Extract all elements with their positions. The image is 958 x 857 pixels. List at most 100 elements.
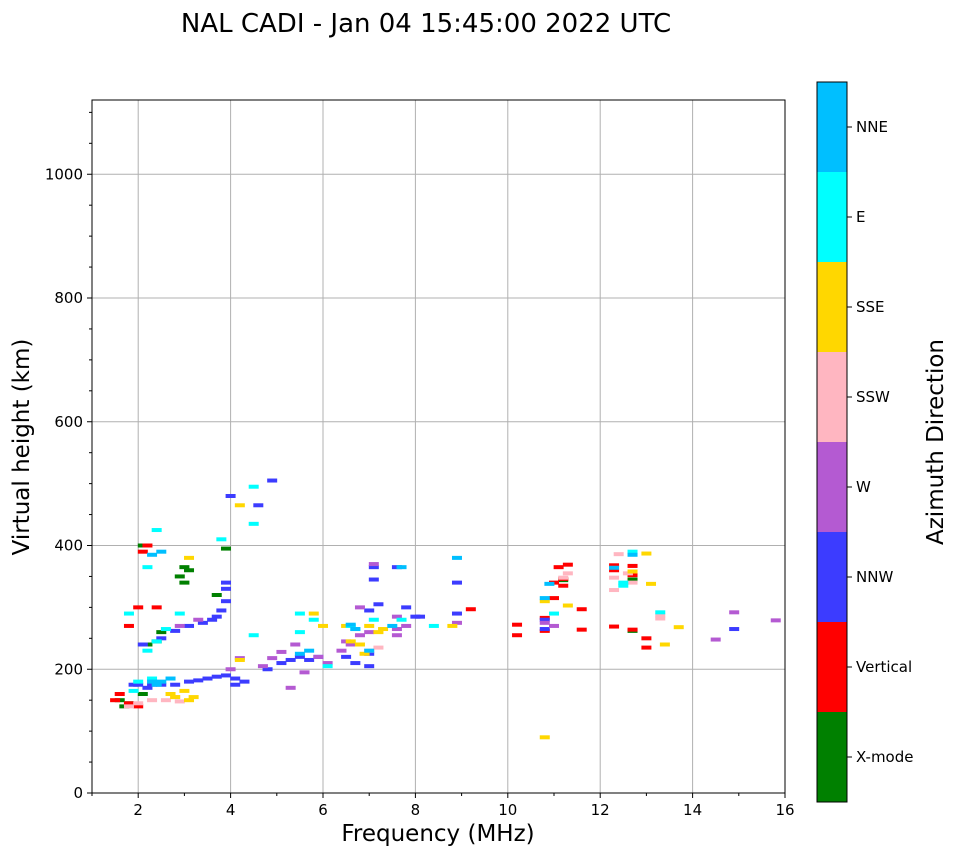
data-point-ssw [373,645,384,650]
data-point-sse [447,623,458,628]
chart-title: NAL CADI - Jan 04 15:45:00 2022 UTC [181,9,671,39]
data-point-e [618,580,629,585]
x-tick-label: 14 [683,801,702,819]
data-point-vertical [123,701,134,706]
data-point-w [368,562,379,567]
data-point-w [322,661,333,666]
data-point-sse [354,642,365,647]
data-point-x-mode [179,565,190,570]
data-point-e [151,528,162,533]
data-point-nnw [184,679,195,684]
data-point-nnw [253,503,264,508]
data-point-w [276,649,287,654]
data-point-nne [345,622,356,627]
data-point-nnw [170,628,181,633]
x-tick-label: 2 [133,801,143,819]
data-point-e [248,484,259,489]
data-point-vertical [512,633,523,638]
data-point-w [257,664,268,669]
data-point-ssw [609,575,620,580]
data-point-w [313,654,324,659]
data-point-e [549,611,559,616]
x-axis-ticks: 2 4 6 8 10 12 14 16 [91,793,795,819]
data-point-w [345,642,356,647]
plot-frame [91,99,786,794]
data-point-nne [364,648,375,653]
data-point-x-mode [184,568,195,573]
data-point-e [308,617,319,622]
data-point-e [248,521,259,526]
data-point-e [294,611,305,616]
data-point-x-mode [137,692,148,696]
data-point-e [368,617,379,622]
y-tick-label: 600 [54,413,83,431]
data-point-nne [156,549,167,554]
colorbar-segment [817,442,847,532]
data-point-nne [544,581,555,586]
grid [92,100,786,794]
data-point-vertical [465,607,476,612]
data-point-sse [318,623,328,628]
data-point-nnw [350,661,361,666]
data-point-nnw [239,679,250,684]
data-point-sse [184,698,195,703]
data-point-sse [170,695,181,700]
x-tick-label: 16 [775,801,794,819]
data-point-w [267,656,278,661]
data-point-w [729,610,740,615]
data-point-nnw [230,682,241,687]
data-point-w [364,630,375,635]
data-point-e [322,664,333,669]
data-point-e [142,648,153,653]
data-point-sse [659,642,670,647]
data-point-nnw [220,580,231,585]
data-point-e [216,537,227,542]
data-point-w [354,633,365,638]
data-point-sse [345,639,356,644]
colorbar-tick-label: X-mode [856,748,913,766]
y-tick-label: 200 [54,660,83,678]
data-point-w [539,620,550,625]
data-point-sse [378,627,389,632]
x-tick-label: 10 [498,801,517,819]
data-point-w [401,623,412,628]
data-point-nnw [211,614,222,619]
colorbar-tick-label: SSE [856,298,885,316]
data-point-nne [294,651,305,656]
data-point-nnw [364,664,375,669]
data-point-ssw [655,613,666,618]
data-point-ssw [562,571,573,576]
data-point-nnw [451,580,462,585]
data-point-nne [387,623,398,628]
y-tick-label: 800 [54,289,83,307]
data-point-w [710,637,721,642]
data-point-x-mode [627,577,638,582]
colorbar-segment [817,262,847,352]
data-point-nnw [415,614,426,619]
data-point-ssw [133,701,144,706]
data-point-nnw [368,565,379,570]
data-point-ssw [123,704,134,709]
data-point-w [290,642,301,647]
data-point-ssw [609,588,620,593]
data-point-e [174,611,185,616]
colorbar: X-mode Vertical NNW W SSW SSE E NNE [816,81,913,803]
colorbar-tick-label: NNE [856,118,888,136]
data-point-ssw [655,616,666,621]
data-point-nne [304,648,315,653]
x-tick-label: 12 [591,801,610,819]
colorbar-segment [817,532,847,622]
data-point-e [655,610,666,615]
colorbar-segment [817,352,847,442]
data-point-w [225,667,236,672]
data-point-x-mode [156,630,167,635]
data-point-vertical [641,636,652,641]
data-point-nne [627,552,638,557]
data-point-nnw [220,586,231,591]
data-point-nnw [539,617,550,622]
data-point-e [248,633,259,638]
data-point-w [336,648,347,653]
data-point-nnw [184,623,195,628]
data-point-nnw [401,605,412,610]
